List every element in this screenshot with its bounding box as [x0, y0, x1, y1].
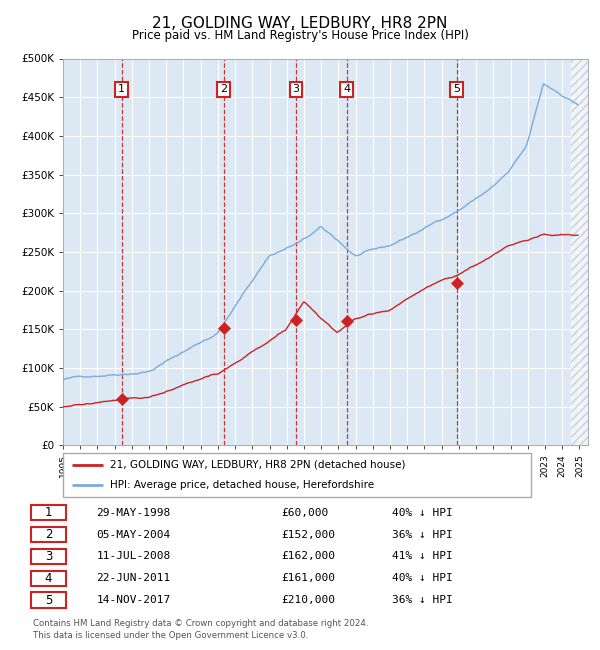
- Text: 1: 1: [118, 84, 125, 94]
- Text: Price paid vs. HM Land Registry's House Price Index (HPI): Price paid vs. HM Land Registry's House …: [131, 29, 469, 42]
- Text: 11-JUL-2008: 11-JUL-2008: [97, 551, 170, 562]
- Text: 4: 4: [45, 572, 52, 585]
- Text: £152,000: £152,000: [281, 530, 335, 540]
- Text: 3: 3: [45, 550, 52, 563]
- Text: Contains HM Land Registry data © Crown copyright and database right 2024.: Contains HM Land Registry data © Crown c…: [33, 619, 368, 628]
- FancyBboxPatch shape: [31, 549, 66, 564]
- Text: 5: 5: [45, 593, 52, 606]
- Text: 40% ↓ HPI: 40% ↓ HPI: [392, 508, 453, 517]
- Text: 4: 4: [343, 84, 350, 94]
- Text: £162,000: £162,000: [281, 551, 335, 562]
- Text: This data is licensed under the Open Government Licence v3.0.: This data is licensed under the Open Gov…: [33, 630, 308, 640]
- Text: £161,000: £161,000: [281, 573, 335, 583]
- FancyBboxPatch shape: [31, 505, 66, 521]
- Text: 21, GOLDING WAY, LEDBURY, HR8 2PN: 21, GOLDING WAY, LEDBURY, HR8 2PN: [152, 16, 448, 31]
- Text: £210,000: £210,000: [281, 595, 335, 605]
- Text: £60,000: £60,000: [281, 508, 328, 517]
- Text: 1: 1: [45, 506, 52, 519]
- FancyBboxPatch shape: [31, 571, 66, 586]
- FancyBboxPatch shape: [31, 527, 66, 542]
- Text: 14-NOV-2017: 14-NOV-2017: [97, 595, 170, 605]
- Text: 5: 5: [453, 84, 460, 94]
- Text: 2: 2: [220, 84, 227, 94]
- FancyBboxPatch shape: [31, 592, 66, 608]
- Text: 05-MAY-2004: 05-MAY-2004: [97, 530, 170, 540]
- Text: 36% ↓ HPI: 36% ↓ HPI: [392, 530, 453, 540]
- Text: 41% ↓ HPI: 41% ↓ HPI: [392, 551, 453, 562]
- FancyBboxPatch shape: [63, 453, 531, 497]
- Text: 29-MAY-1998: 29-MAY-1998: [97, 508, 170, 517]
- Text: 22-JUN-2011: 22-JUN-2011: [97, 573, 170, 583]
- Text: 40% ↓ HPI: 40% ↓ HPI: [392, 573, 453, 583]
- Text: 21, GOLDING WAY, LEDBURY, HR8 2PN (detached house): 21, GOLDING WAY, LEDBURY, HR8 2PN (detac…: [110, 460, 406, 470]
- Text: 3: 3: [292, 84, 299, 94]
- Text: 2: 2: [45, 528, 52, 541]
- Text: 36% ↓ HPI: 36% ↓ HPI: [392, 595, 453, 605]
- Text: HPI: Average price, detached house, Herefordshire: HPI: Average price, detached house, Here…: [110, 480, 374, 490]
- Polygon shape: [571, 58, 588, 445]
